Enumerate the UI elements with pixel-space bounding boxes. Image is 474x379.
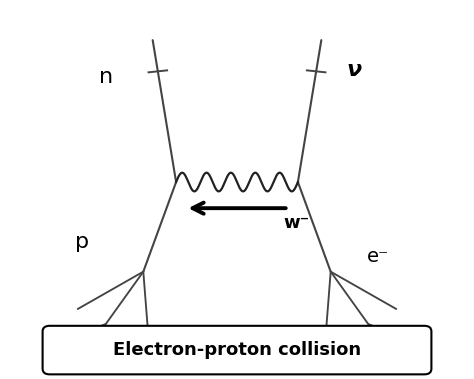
- FancyBboxPatch shape: [43, 326, 431, 374]
- Text: p: p: [75, 232, 90, 252]
- Text: w⁻: w⁻: [284, 214, 310, 232]
- Text: e⁻: e⁻: [366, 247, 389, 266]
- Text: Electron-proton collision: Electron-proton collision: [113, 341, 361, 359]
- Text: n: n: [99, 67, 113, 88]
- Text: ν: ν: [346, 60, 362, 80]
